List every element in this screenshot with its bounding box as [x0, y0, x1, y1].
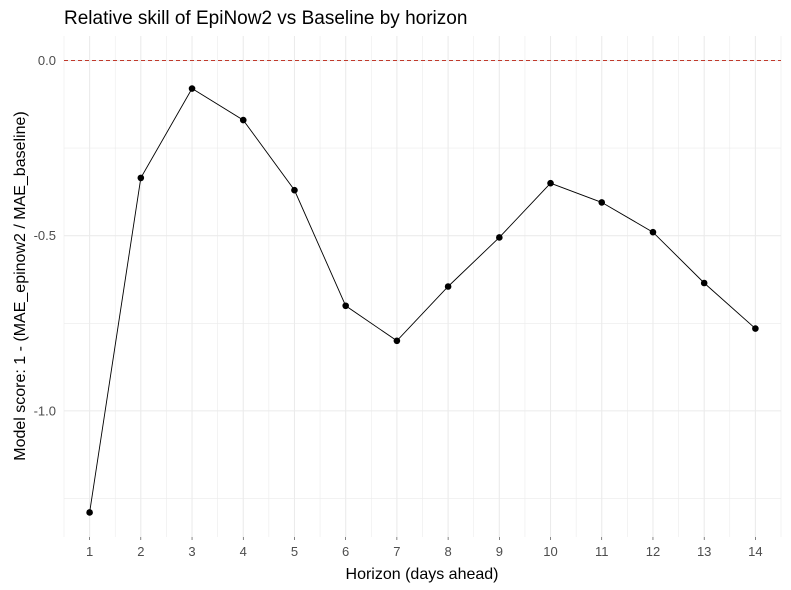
x-tick-label: 8 — [444, 544, 451, 559]
x-tick-label: 9 — [496, 544, 503, 559]
data-point — [137, 174, 145, 182]
chart-title: Relative skill of EpiNow2 vs Baseline by… — [64, 8, 468, 29]
x-tick-label: 2 — [137, 544, 144, 559]
x-tick-label: 5 — [291, 544, 298, 559]
y-axis-title: Model score: 1 - (MAE_epinow2 / MAE_base… — [12, 111, 29, 461]
data-point — [444, 283, 452, 290]
y-tick-label: -0.5 — [34, 228, 56, 243]
x-tick-label: 13 — [697, 544, 711, 559]
series-points — [86, 85, 759, 516]
data-point — [291, 186, 298, 194]
y-tick-label: -1.0 — [34, 403, 56, 418]
data-point — [188, 85, 196, 92]
x-tick-label: 3 — [188, 544, 195, 559]
data-point — [496, 234, 503, 241]
data-point — [86, 509, 93, 516]
data-point — [649, 228, 657, 236]
data-point — [700, 279, 708, 287]
x-tick-label: 7 — [393, 544, 400, 559]
series-line-group — [89, 87, 756, 513]
x-tick-label: 14 — [748, 544, 762, 559]
series-line — [89, 87, 756, 513]
data-point — [752, 325, 759, 332]
data-point — [342, 302, 349, 310]
x-axis-title: Horizon (days ahead) — [346, 566, 499, 583]
x-axis-tick-labels: 1 2 3 4 5 6 7 8 9 10 11 12 13 14 — [86, 544, 763, 559]
x-tick-label: 4 — [240, 544, 247, 559]
x-tick-label: 1 — [86, 544, 93, 559]
y-axis-tick-labels: 0.0 -0.5 -1.0 — [34, 53, 56, 418]
data-point — [547, 179, 554, 187]
data-point — [239, 116, 247, 124]
x-tick-label: 6 — [342, 544, 349, 559]
x-tick-label: 11 — [595, 544, 609, 559]
y-tick-label: 0.0 — [38, 53, 56, 68]
x-tick-label: 12 — [646, 544, 660, 559]
data-point — [393, 337, 401, 345]
x-axis-ticks — [89, 537, 756, 540]
minor-gridlines-x — [63, 36, 782, 537]
data-point — [598, 199, 606, 206]
x-tick-label: 10 — [543, 544, 557, 559]
